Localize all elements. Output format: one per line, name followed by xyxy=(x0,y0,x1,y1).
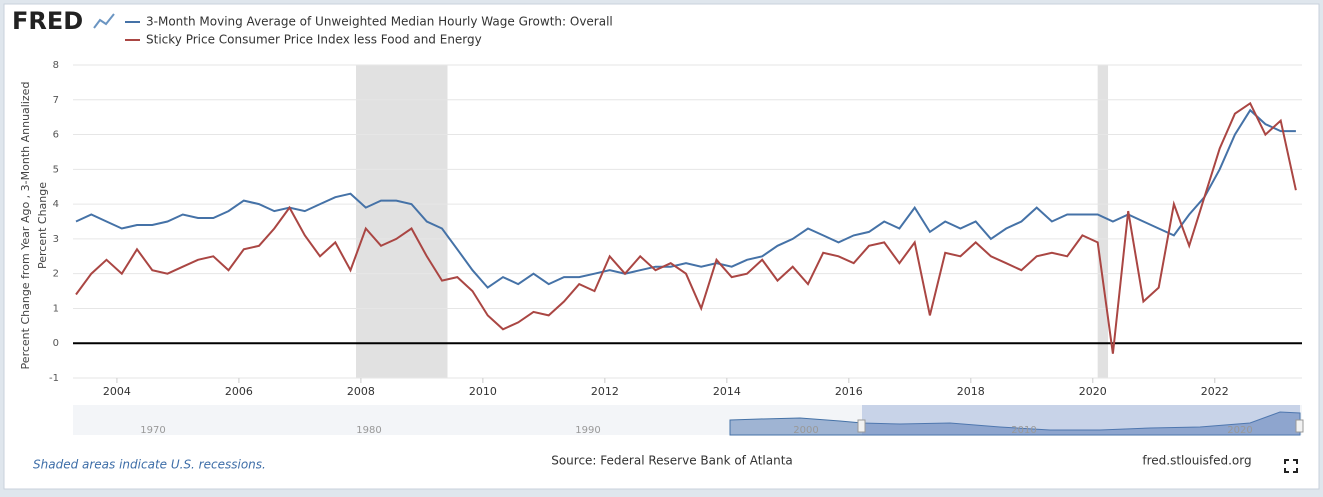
y-tick-label: 8 xyxy=(53,60,59,71)
y-tick-label: 5 xyxy=(53,164,59,175)
navigator-label: 2000 xyxy=(793,425,818,436)
x-tick-label: 2020 xyxy=(1079,385,1107,398)
recession-band xyxy=(1097,65,1109,378)
y-tick-label: -1 xyxy=(49,373,59,384)
navigator-label: 1980 xyxy=(356,425,381,436)
recession-band xyxy=(356,65,448,378)
y-tick-label: 3 xyxy=(53,234,59,245)
x-tick-label: 2022 xyxy=(1201,385,1229,398)
logo-icon xyxy=(93,13,115,29)
legend-label: 3-Month Moving Average of Unweighted Med… xyxy=(146,15,613,29)
series-line xyxy=(75,101,1297,354)
y-axis-label-line: Percent Change xyxy=(36,182,49,269)
x-tick-label: 2010 xyxy=(469,385,497,398)
y-tick-label: 4 xyxy=(53,199,59,210)
legend-label: Sticky Price Consumer Price Index less F… xyxy=(146,33,482,47)
x-tick-label: 2016 xyxy=(835,385,863,398)
y-axis-label: Percent Change from Year Ago , 3-Month A… xyxy=(19,82,49,370)
navigator-label: 2010 xyxy=(1011,425,1036,436)
navigator-handle[interactable] xyxy=(857,419,866,433)
logo: FRED xyxy=(12,7,83,35)
navigator-area xyxy=(729,411,1301,436)
recession-note: Shaded areas indicate U.S. recessions. xyxy=(33,458,266,472)
navigator-label: 1990 xyxy=(575,425,600,436)
navigator-handle[interactable] xyxy=(1295,419,1304,433)
x-tick-label: 2018 xyxy=(957,385,985,398)
fullscreen-icon[interactable] xyxy=(1284,459,1298,473)
y-tick-label: 7 xyxy=(53,95,59,106)
site: fred.stlouisfed.org xyxy=(1142,454,1251,468)
x-tick-label: 2008 xyxy=(347,385,375,398)
y-tick-label: 1 xyxy=(53,303,59,314)
series-line xyxy=(75,108,1296,289)
x-tick-label: 2012 xyxy=(591,385,619,398)
y-tick-label: 6 xyxy=(53,130,59,141)
x-tick-label: 2004 xyxy=(103,385,131,398)
navigator-selection[interactable] xyxy=(862,405,1300,435)
y-tick-label: 0 xyxy=(53,338,59,349)
y-tick-label: 2 xyxy=(53,269,59,280)
navigator-label: 1970 xyxy=(140,425,165,436)
y-axis-label-line: Percent Change from Year Ago , 3-Month A… xyxy=(19,82,32,370)
x-tick-label: 2014 xyxy=(713,385,741,398)
x-tick-label: 2006 xyxy=(225,385,253,398)
navigator-label: 2020 xyxy=(1227,425,1252,436)
source: Source: Federal Reserve Bank of Atlanta xyxy=(551,454,793,468)
